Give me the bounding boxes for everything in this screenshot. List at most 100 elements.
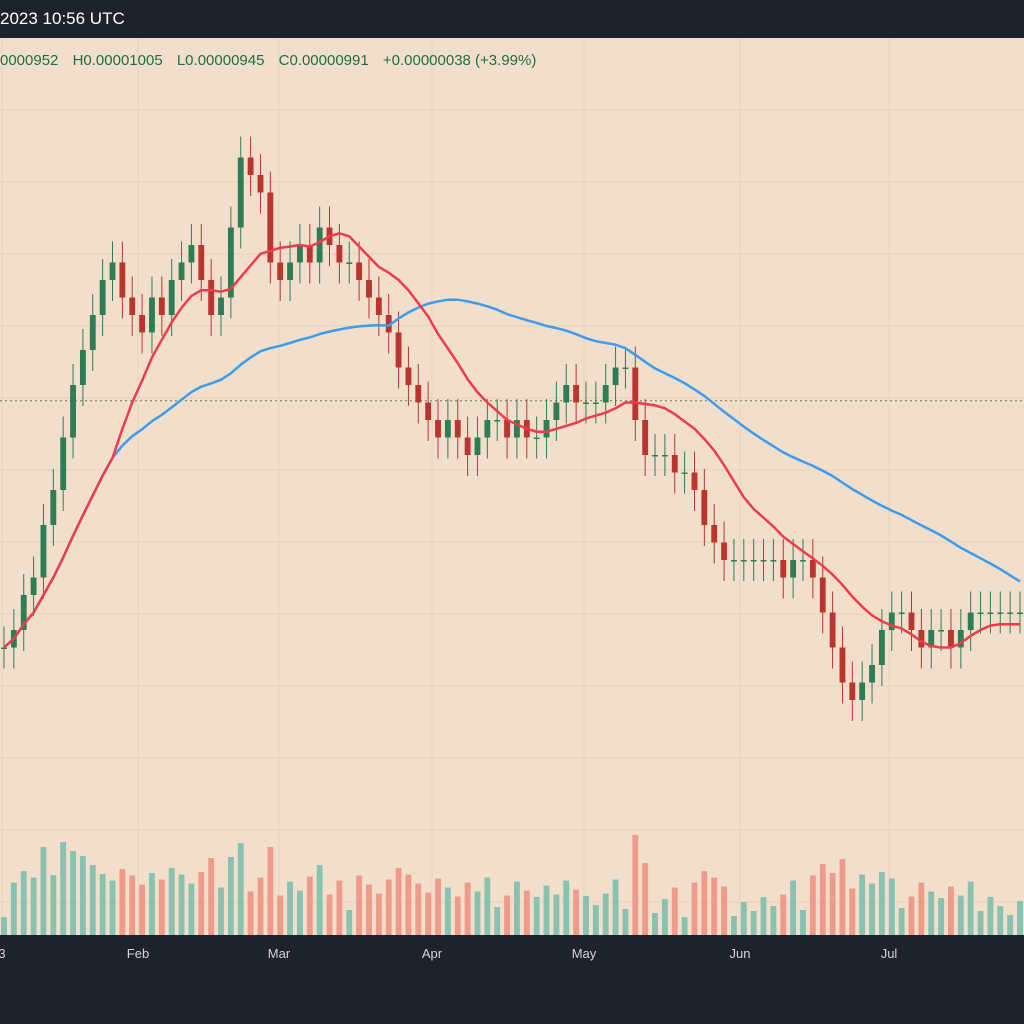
volume-bar: [356, 875, 363, 935]
volume-bar: [178, 874, 185, 935]
volume-bar: [99, 874, 106, 935]
candle-body: [987, 612, 994, 614]
candle-body: [267, 192, 274, 263]
candle-body: [356, 262, 363, 280]
candle-body: [178, 262, 185, 280]
high-value: H0.00001005: [72, 52, 163, 69]
candle-body: [1, 647, 7, 649]
candle-body: [938, 630, 945, 632]
x-tick-label: Jul: [880, 946, 898, 961]
candle-body: [316, 227, 323, 263]
candle-body: [809, 560, 816, 578]
candle-body: [573, 385, 580, 403]
ma-fast-line: [3, 231, 1020, 649]
volume-bar: [780, 894, 787, 935]
price-chart[interactable]: [0, 0, 1024, 935]
candle-body: [642, 420, 649, 455]
volume-bar: [218, 887, 224, 935]
volume-bar: [336, 880, 343, 935]
volume-bar: [1007, 915, 1014, 935]
volume-bar: [573, 889, 580, 935]
x-tick-label: Mar: [267, 946, 291, 961]
candle-body: [208, 280, 215, 315]
volume-bar: [878, 872, 885, 935]
volume-bar: [168, 868, 175, 935]
volume-bar: [40, 847, 47, 935]
candle-body: [553, 402, 560, 420]
volume-bar: [267, 847, 274, 935]
volume-bar: [652, 913, 658, 935]
volume-bar: [622, 909, 629, 935]
volume-bar: [849, 888, 856, 935]
candle-body: [425, 402, 432, 420]
volume-bar: [395, 868, 402, 935]
volume-bar: [948, 886, 954, 935]
volume-bar: [129, 875, 136, 935]
volume-bar: [987, 897, 994, 935]
candle-body: [829, 612, 836, 648]
candle-body: [99, 280, 106, 315]
candle-body: [800, 560, 806, 562]
volume-bar: [247, 891, 254, 935]
candle-body: [385, 315, 392, 333]
volume-bar: [188, 883, 195, 935]
candle-body: [395, 332, 402, 368]
volume-bar: [790, 880, 797, 935]
candle-body: [168, 280, 175, 315]
volume-bar: [869, 883, 875, 935]
volume-bar: [198, 872, 205, 935]
volume-bar: [149, 873, 155, 935]
candle-body: [50, 490, 57, 525]
volume-bar: [908, 896, 915, 935]
candle-body: [859, 682, 866, 700]
candle-body: [375, 297, 382, 315]
volume-bar: [750, 911, 757, 935]
volume-bar: [464, 882, 471, 935]
volume-bar: [444, 887, 451, 935]
volume-bar: [543, 885, 550, 935]
volume-bar: [632, 835, 639, 935]
candle-body: [40, 525, 47, 578]
candle-body: [296, 245, 303, 263]
candle-body: [109, 262, 116, 280]
x-tick-label: 3: [0, 946, 6, 961]
volume-bar: [346, 910, 353, 935]
volume-bar: [474, 891, 481, 935]
candle-body: [89, 315, 96, 350]
time-axis-bar[interactable]: [0, 935, 1024, 1024]
volume-bar: [139, 884, 146, 935]
candle-body: [997, 612, 1004, 614]
candle-body: [247, 157, 254, 175]
candle-body: [740, 560, 747, 562]
candle-body: [602, 385, 609, 403]
candle-body: [661, 455, 668, 457]
candle-body: [622, 367, 629, 369]
candle-body: [592, 402, 599, 404]
volume-bar: [731, 916, 737, 935]
candle-body: [691, 472, 698, 490]
volume-bar: [977, 911, 984, 935]
volume-bar: [592, 905, 599, 935]
candle-body: [770, 560, 777, 562]
candle-body: [30, 577, 37, 595]
candle-body: [967, 612, 974, 630]
open-value: 0000952: [0, 52, 59, 69]
volume-bar: [10, 882, 17, 935]
volume-bar: [70, 851, 76, 935]
volume-bar: [326, 894, 333, 935]
chart-plot-area[interactable]: [0, 38, 1024, 935]
candle-body: [119, 262, 126, 298]
volume-bar: [642, 863, 649, 935]
volume-bar: [375, 893, 382, 935]
candle-body: [494, 420, 501, 422]
top-bar: 2023 10:56 UTC: [0, 0, 1024, 38]
low-value: L0.00000945: [176, 52, 265, 69]
candle-body: [908, 612, 915, 630]
volume-bar: [602, 893, 609, 935]
candle-body: [454, 420, 461, 438]
volume-bar: [484, 877, 491, 935]
change-value: +0.00000038 (+3.99%): [382, 52, 537, 69]
volume-bar: [158, 879, 165, 935]
volume-bar: [1, 917, 7, 935]
candle-body: [878, 630, 885, 665]
